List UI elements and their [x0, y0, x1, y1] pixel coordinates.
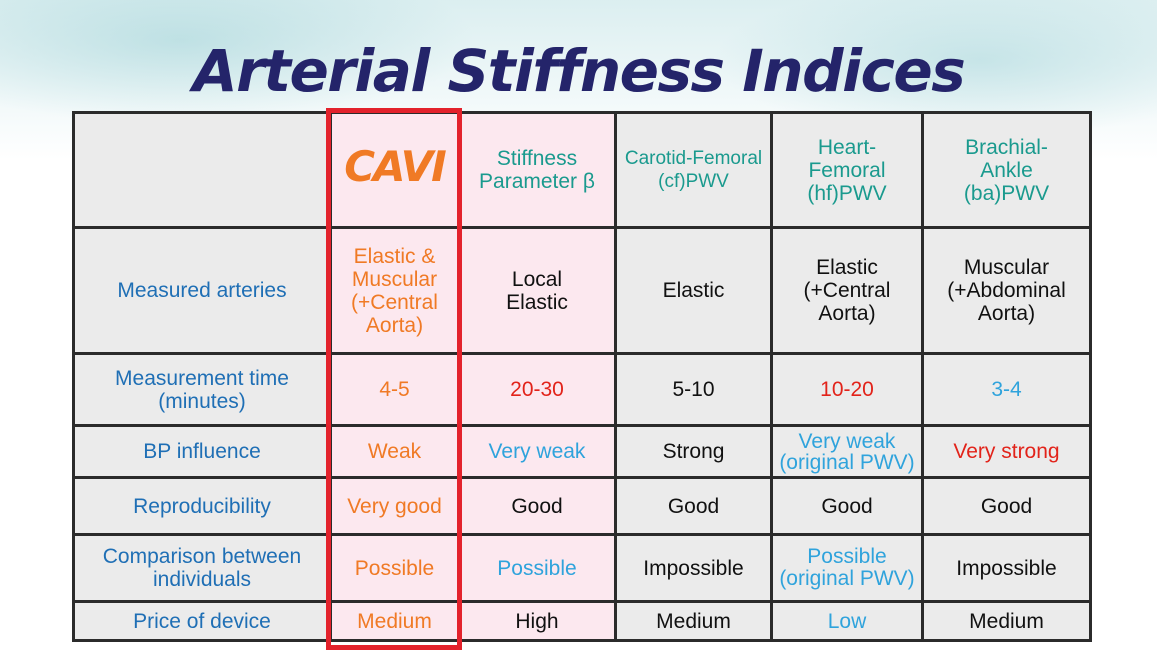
- table-row: Reproducibility Very good Good Good Good…: [72, 476, 1092, 536]
- cell-ba-pwv: Medium: [921, 600, 1092, 642]
- row-label-measurement-time: Measurement time (minutes): [72, 352, 332, 427]
- cell-cavi: 4-5: [329, 352, 460, 427]
- table-row: Comparison between individuals Possible …: [72, 533, 1092, 603]
- cell-cavi: Weak: [329, 424, 460, 479]
- cell-ba-pwv: 3-4: [921, 352, 1092, 427]
- cell-cf-pwv: Elastic: [614, 226, 773, 355]
- table-header-row: CAVI Stiffness Parameter β Carotid-Femor…: [72, 111, 1092, 229]
- header-cf-pwv: Carotid-Femoral (cf)PWV: [614, 111, 773, 229]
- cell-hf-pwv: Elastic (+Central Aorta): [770, 226, 924, 355]
- row-label-comparison: Comparison between individuals: [72, 533, 332, 603]
- cell-beta: Very weak: [457, 424, 617, 479]
- cell-beta: High: [457, 600, 617, 642]
- cell-ba-pwv: Good: [921, 476, 1092, 536]
- row-label-bp-influence: BP influence: [72, 424, 332, 479]
- table-row: Measurement time (minutes) 4-5 20-30 5-1…: [72, 352, 1092, 427]
- cell-cavi: Medium: [329, 600, 460, 642]
- cell-hf-pwv: Low: [770, 600, 924, 642]
- cell-ba-pwv: Very strong: [921, 424, 1092, 479]
- cell-beta: Good: [457, 476, 617, 536]
- cell-cavi: Possible: [329, 533, 460, 603]
- header-stiffness-parameter-beta: Stiffness Parameter β: [457, 111, 617, 229]
- cell-beta: Possible: [457, 533, 617, 603]
- cell-beta: Local Elastic: [457, 226, 617, 355]
- cell-cavi: Elastic & Muscular (+Central Aorta): [329, 226, 460, 355]
- row-label-measured-arteries: Measured arteries: [72, 226, 332, 355]
- cell-hf-pwv: 10-20: [770, 352, 924, 427]
- comparison-table: CAVI Stiffness Parameter β Carotid-Femor…: [72, 111, 1092, 642]
- cell-cf-pwv: Impossible: [614, 533, 773, 603]
- header-cavi: CAVI: [329, 111, 460, 229]
- header-ba-pwv: Brachial- Ankle (ba)PWV: [921, 111, 1092, 229]
- row-label-price: Price of device: [72, 600, 332, 642]
- cavi-logo: CAVI: [344, 141, 447, 191]
- cell-cf-pwv: Medium: [614, 600, 773, 642]
- cell-beta: 20-30: [457, 352, 617, 427]
- row-label-reproducibility: Reproducibility: [72, 476, 332, 536]
- header-empty-cell: [72, 111, 332, 229]
- header-hf-pwv: Heart- Femoral (hf)PWV: [770, 111, 924, 229]
- cell-hf-pwv: Good: [770, 476, 924, 536]
- cell-ba-pwv: Muscular (+Abdominal Aorta): [921, 226, 1092, 355]
- cell-cf-pwv: Strong: [614, 424, 773, 479]
- page-title: Arterial Stiffness Indices: [192, 37, 966, 105]
- cell-cf-pwv: 5-10: [614, 352, 773, 427]
- cell-cf-pwv: Good: [614, 476, 773, 536]
- cell-hf-pwv: Very weak (original PWV): [770, 424, 924, 479]
- cell-hf-pwv: Possible (original PWV): [770, 533, 924, 603]
- cell-ba-pwv: Impossible: [921, 533, 1092, 603]
- table-row: Measured arteries Elastic & Muscular (+C…: [72, 226, 1092, 355]
- table-row: BP influence Weak Very weak Strong Very …: [72, 424, 1092, 479]
- table-row: Price of device Medium High Medium Low M…: [72, 600, 1092, 642]
- cell-cavi: Very good: [329, 476, 460, 536]
